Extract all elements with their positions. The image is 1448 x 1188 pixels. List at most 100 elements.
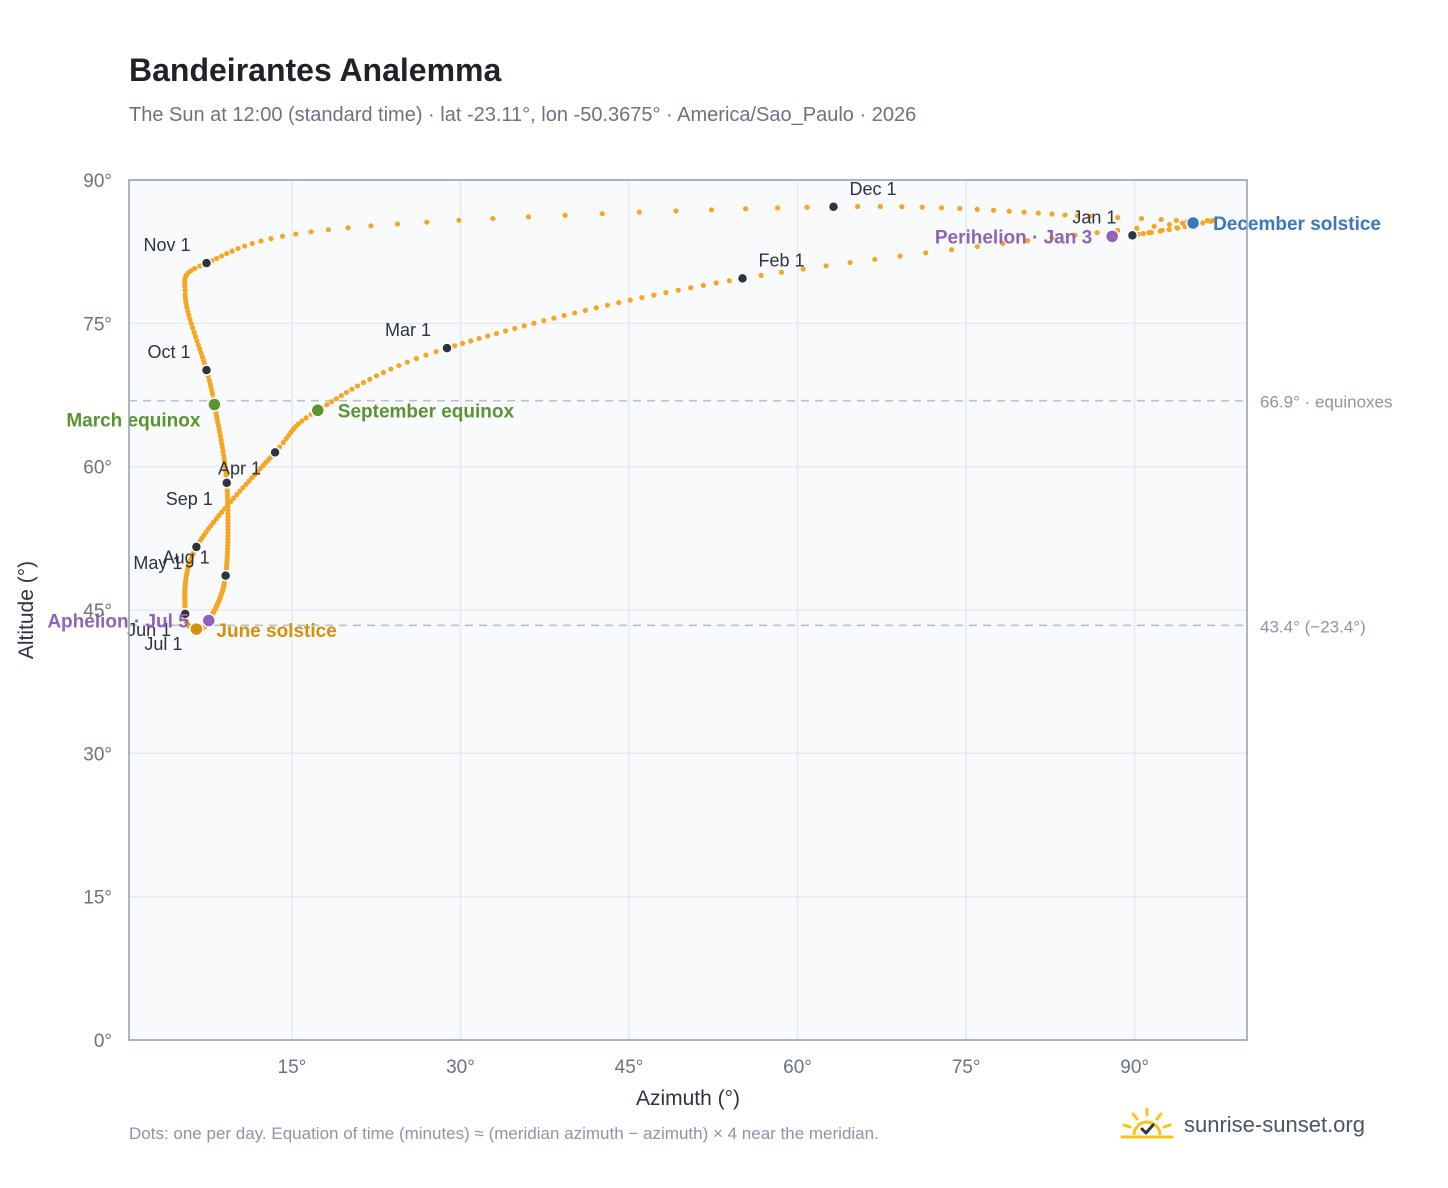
daily-dot [413, 356, 419, 362]
event-label: December solstice [1213, 214, 1381, 235]
daily-dot [433, 349, 439, 355]
daily-dot [1151, 223, 1157, 229]
x-axis-label: Azimuth (°) [636, 1087, 740, 1110]
daily-dot [1175, 225, 1181, 231]
daily-dot [308, 229, 314, 235]
event-marker [207, 397, 222, 412]
daily-dot [468, 338, 474, 344]
daily-dot [872, 256, 878, 262]
daily-dot [293, 231, 299, 237]
daily-dot [229, 248, 235, 254]
daily-dot [1134, 225, 1140, 231]
daily-dot [221, 452, 227, 459]
event-marker [1185, 215, 1201, 231]
daily-dot [899, 204, 905, 210]
event-marker [201, 613, 217, 628]
daily-dot [758, 272, 764, 278]
daily-dot [258, 238, 264, 244]
daily-dot [219, 509, 225, 515]
daily-dot [675, 287, 681, 293]
month-label: Mar 1 [385, 320, 431, 340]
reference-lines: 66.9° · equinoxes 43.4° (−23.4°) [129, 393, 1393, 636]
daily-dot [1157, 228, 1163, 234]
daily-dot [1138, 215, 1145, 222]
daily-dot [688, 285, 694, 291]
daily-dot [222, 460, 228, 466]
daily-dot [280, 439, 286, 446]
month-label: Feb 1 [758, 250, 804, 270]
daily-dot [476, 335, 482, 342]
daily-dot [349, 386, 355, 392]
daily-dot [243, 481, 249, 487]
daily-dot [242, 243, 248, 249]
y-tick-label: 75° [83, 314, 112, 335]
daily-dot [404, 359, 410, 365]
daily-dot [303, 415, 309, 421]
daily-dot [214, 255, 220, 262]
daily-dot [561, 312, 567, 319]
daily-dot [283, 435, 289, 442]
daily-dot [1200, 220, 1206, 226]
daily-dot [742, 206, 749, 212]
reference-line-label: 66.9° · equinoxes [1260, 393, 1393, 412]
brand[interactable]: sunrise-sunset.org [1120, 1100, 1365, 1150]
daily-dot [325, 227, 332, 233]
month-marker [200, 257, 213, 269]
month-marker [736, 272, 749, 285]
footnote: Dots: one per day. Equation of time (min… [129, 1124, 879, 1143]
daily-dot [1148, 229, 1154, 236]
event-marker [310, 403, 326, 418]
month-marker [1126, 229, 1139, 242]
daily-dot [182, 292, 188, 298]
daily-dot [663, 290, 669, 296]
daily-dot [192, 265, 198, 272]
event-label: June solstice [216, 621, 336, 642]
y-axis-label: Altitude (°) [15, 561, 38, 659]
chart-subtitle: The Sun at 12:00 (standard time) · lat -… [129, 104, 917, 126]
daily-dot [219, 253, 225, 259]
daily-dot [974, 206, 980, 212]
daily-dot [220, 448, 226, 455]
x-tick-label: 15° [278, 1057, 307, 1078]
daily-dot [354, 383, 361, 389]
daily-dot [192, 333, 199, 340]
daily-dot [1115, 214, 1121, 221]
month-marker [269, 446, 281, 459]
daily-dot [1140, 231, 1146, 237]
daily-dot [673, 208, 679, 214]
daily-dot [948, 247, 955, 253]
chart-title: Bandeirantes Analemma [129, 52, 502, 88]
event-label: September equinox [338, 401, 515, 422]
daily-dot [804, 204, 810, 210]
axis-ticks: 15° 30° 45° 60° 75° 90° 0° 15° 30° 45° 60° 75° 90° [83, 171, 1149, 1078]
daily-dot [456, 217, 462, 223]
daily-dot [1166, 227, 1172, 233]
x-tick-label: 75° [952, 1057, 981, 1078]
daily-dot [627, 297, 633, 303]
daily-dot [240, 485, 246, 491]
month-label: Apr 1 [218, 458, 261, 478]
daily-dot [502, 328, 509, 334]
daily-dot [299, 418, 305, 424]
x-tick-label: 60° [783, 1057, 812, 1078]
daily-dot [512, 325, 518, 332]
daily-dot [368, 223, 374, 229]
month-label: Sep 1 [166, 489, 213, 509]
daily-dot [525, 214, 532, 220]
daily-dot [452, 343, 458, 349]
daily-dot [237, 488, 243, 494]
x-tick-label: 45° [615, 1057, 644, 1078]
daily-dot [700, 282, 706, 288]
event-label: Perihelion · Jan 3 [935, 227, 1092, 248]
daily-dot [1087, 213, 1093, 219]
month-label: Nov 1 [143, 235, 190, 255]
daily-dot [194, 338, 200, 344]
month-label: May 1 [133, 553, 182, 573]
daily-dot [1000, 240, 1006, 247]
month-marker [179, 608, 191, 620]
daily-dot [197, 346, 203, 352]
daily-dot [616, 300, 622, 306]
daily-dot [231, 495, 237, 501]
daily-dot [1049, 235, 1055, 241]
